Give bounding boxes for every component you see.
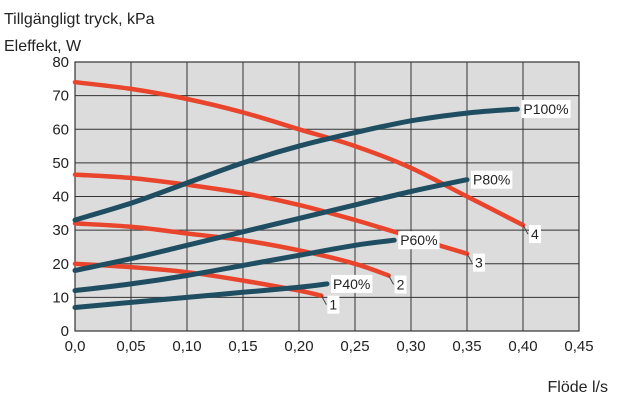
series-label-leader	[388, 275, 395, 285]
x-tick-label: 0,45	[564, 338, 593, 355]
series-label-background	[529, 225, 541, 244]
series-label-leader	[466, 253, 473, 263]
x-tick-label: 0,15	[228, 338, 257, 355]
x-tick-label: 0,10	[172, 338, 201, 355]
y-axis-title-power: Eleffekt, W	[4, 38, 82, 55]
x-axis-title: Flöde l/s	[548, 379, 608, 396]
x-tick-label: 0,40	[508, 338, 537, 355]
y-tick-labels: 0 10 20 30 40 50 60 70 80	[52, 54, 69, 340]
power-curve-p100pct	[72, 106, 520, 223]
power-curve-p80pct	[72, 177, 470, 273]
y-tick-label: 60	[52, 121, 69, 138]
y-tick-label: 20	[52, 256, 69, 273]
series-label: P40%	[333, 276, 370, 292]
series-label-leader	[320, 295, 327, 305]
y-tick-label: 50	[52, 155, 69, 172]
y-tick-label: 70	[52, 88, 69, 105]
x-tick-label: 0,30	[396, 338, 425, 355]
series-label: 1	[329, 297, 337, 313]
series-label-background	[471, 170, 513, 189]
pressure-curve-2	[72, 221, 391, 278]
power-curve-p40pct	[72, 281, 330, 310]
series-label: 3	[475, 255, 483, 271]
x-tick-label: 0,0	[65, 338, 86, 355]
pressure-curve-1	[72, 261, 324, 298]
x-tick-label: 0,20	[284, 338, 313, 355]
x-tick-label: 0,25	[340, 338, 369, 355]
pressure-curve-4	[72, 79, 526, 228]
y-tick-label: 30	[52, 222, 69, 239]
series-label: P100%	[523, 101, 568, 117]
x-tick-label: 0,35	[452, 338, 481, 355]
power-curve-p60pct	[72, 237, 397, 294]
series-label-background	[331, 274, 373, 293]
x-tick-label: 0,05	[116, 338, 145, 355]
pressure-curves	[72, 79, 526, 298]
series-label-leader	[522, 224, 529, 235]
series-label: P80%	[473, 172, 510, 188]
series-label: P60%	[400, 232, 437, 248]
series-label: 2	[397, 277, 405, 293]
power-curves	[72, 106, 520, 310]
series-labels: 1 2 3 4 P40% P60% P80% P100%	[320, 100, 571, 314]
y-tick-label: 10	[52, 289, 69, 306]
series-label-background	[398, 231, 440, 250]
y-tick-label: 0	[61, 323, 69, 340]
series-label-background	[327, 295, 340, 314]
y-tick-label: 40	[52, 189, 69, 206]
y-axis-title-pressure: Tillgängligt tryck, kPa	[4, 11, 155, 28]
series-label: 4	[531, 226, 539, 242]
y-tick-label: 80	[52, 54, 69, 71]
x-tick-labels: 0,0 0,05 0,10 0,15 0,20 0,25 0,30 0,35 0,40 0,45	[65, 338, 594, 355]
series-label-background	[521, 100, 571, 119]
series-label-background	[394, 275, 407, 294]
series-label-background	[473, 253, 485, 272]
